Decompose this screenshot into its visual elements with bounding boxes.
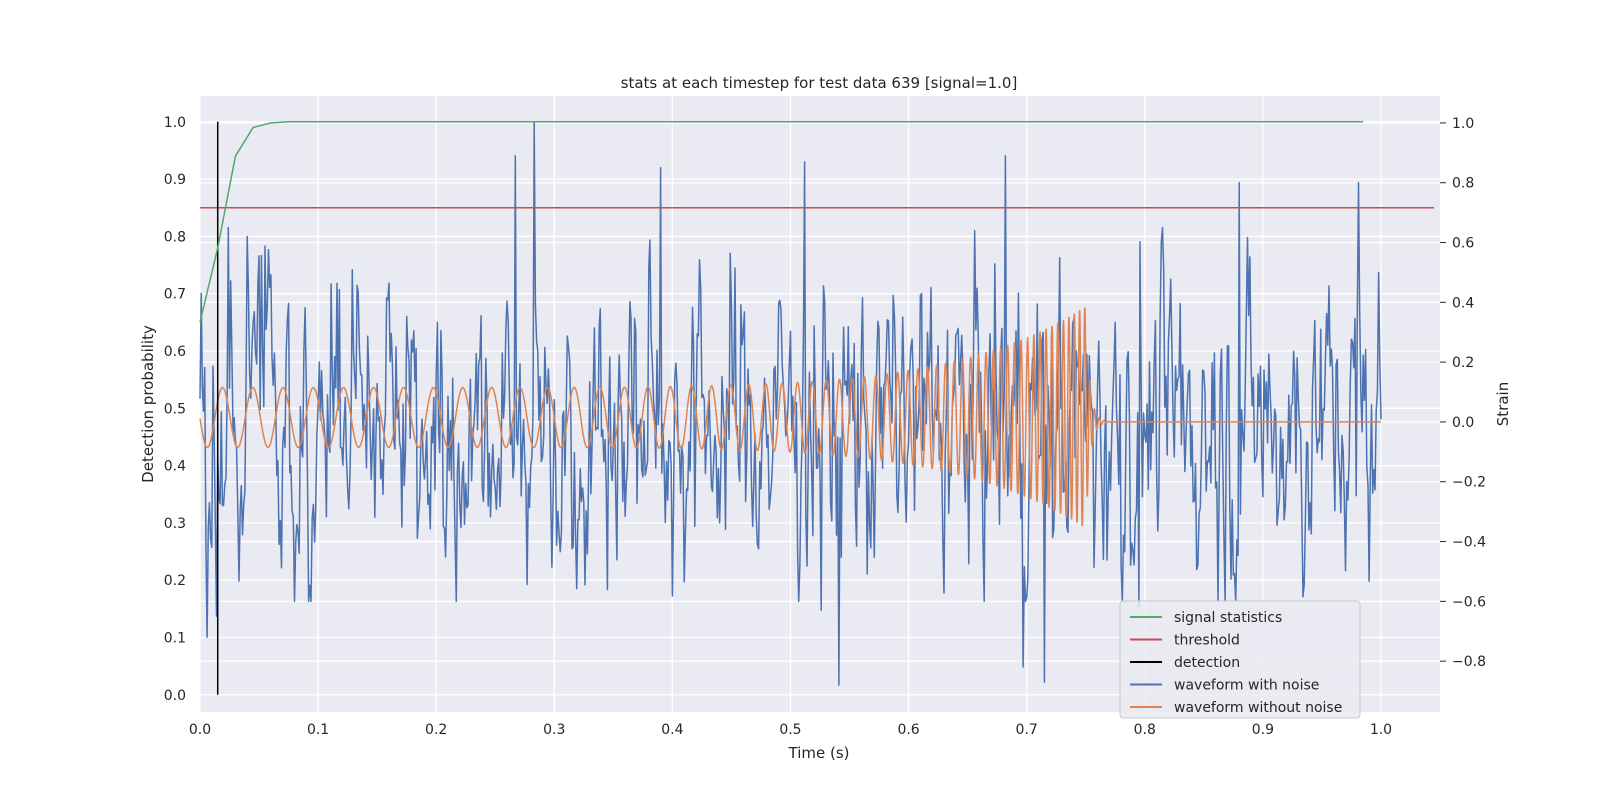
y-tick-label-left: 0.5	[164, 401, 186, 417]
x-tick-label: 0.1	[307, 722, 329, 738]
y-tick-label-right: −0.8	[1452, 654, 1486, 670]
y-axis-label-right: Strain	[1494, 382, 1512, 426]
y-tick-label-left: 0.2	[164, 573, 186, 589]
x-tick-label: 0.2	[425, 722, 447, 738]
legend-label: detection	[1174, 655, 1240, 671]
y-tick-label-left: 0.8	[164, 229, 186, 245]
x-tick-labels: 0.0 0.1 0.2 0.3 0.4 0.5 0.6 0.7 0.8 0.9 1.0	[189, 722, 1392, 738]
y-tick-label-left: 0.7	[164, 287, 186, 303]
y-tick-label-right: −0.4	[1452, 535, 1486, 551]
y-tick-label-right: 0.6	[1452, 236, 1474, 252]
x-axis-label: Time (s)	[788, 744, 850, 762]
y-tick-labels-left: 0.0 0.1 0.2 0.3 0.4 0.5 0.6 0.7 0.8 0.9 1.0	[164, 115, 186, 704]
chart-title: stats at each timestep for test data 639…	[621, 74, 1018, 92]
y-tick-label-left: 0.1	[164, 631, 186, 647]
x-tick-label: 0.0	[189, 722, 211, 738]
x-tick-label: 0.6	[897, 722, 919, 738]
series-waveform-with-noise	[199, 122, 1382, 686]
x-tick-label: 1.0	[1370, 722, 1392, 738]
legend: signal statistics threshold detection wavef…	[1119, 600, 1361, 719]
y-tick-label-left: 0.4	[164, 459, 186, 475]
y-tick-label-right: 0.0	[1452, 415, 1474, 431]
series-signal-statistics	[199, 121, 1364, 323]
x-tick-label: 0.3	[543, 722, 565, 738]
y-tick-label-right: 0.8	[1452, 176, 1474, 192]
y-tick-label-left: 0.0	[164, 688, 186, 704]
x-tick-label: 0.9	[1252, 722, 1274, 738]
y-tick-label-right: 1.0	[1452, 116, 1474, 132]
legend-label: waveform without noise	[1174, 700, 1342, 716]
x-tick-label: 0.5	[779, 722, 801, 738]
legend-box	[1119, 600, 1361, 719]
y-tick-label-right: −0.6	[1452, 594, 1486, 610]
y-tick-label-left: 0.6	[164, 344, 186, 360]
y-tick-label-left: 1.0	[164, 115, 186, 131]
y-tick-label-right: −0.2	[1452, 475, 1486, 491]
y-tick-labels-right: −0.8 −0.6 −0.4 −0.2 0.0 0.2 0.4 0.6 0.8 1.0	[1440, 116, 1486, 670]
y-tick-label-right: 0.2	[1452, 355, 1474, 371]
x-tick-label: 0.8	[1134, 722, 1156, 738]
legend-label: waveform with noise	[1174, 678, 1319, 694]
legend-label: signal statistics	[1174, 610, 1282, 626]
x-tick-label: 0.7	[1016, 722, 1038, 738]
y-tick-label-right: 0.4	[1452, 295, 1474, 311]
legend-label: threshold	[1174, 633, 1240, 649]
series-waveform-without-noise	[199, 307, 1382, 527]
y-tick-label-left: 0.9	[164, 172, 186, 188]
y-axis-label-left: Detection probability	[139, 325, 157, 483]
series-layer	[199, 121, 1435, 695]
y-tick-label-left: 0.3	[164, 516, 186, 532]
x-tick-label: 0.4	[661, 722, 683, 738]
